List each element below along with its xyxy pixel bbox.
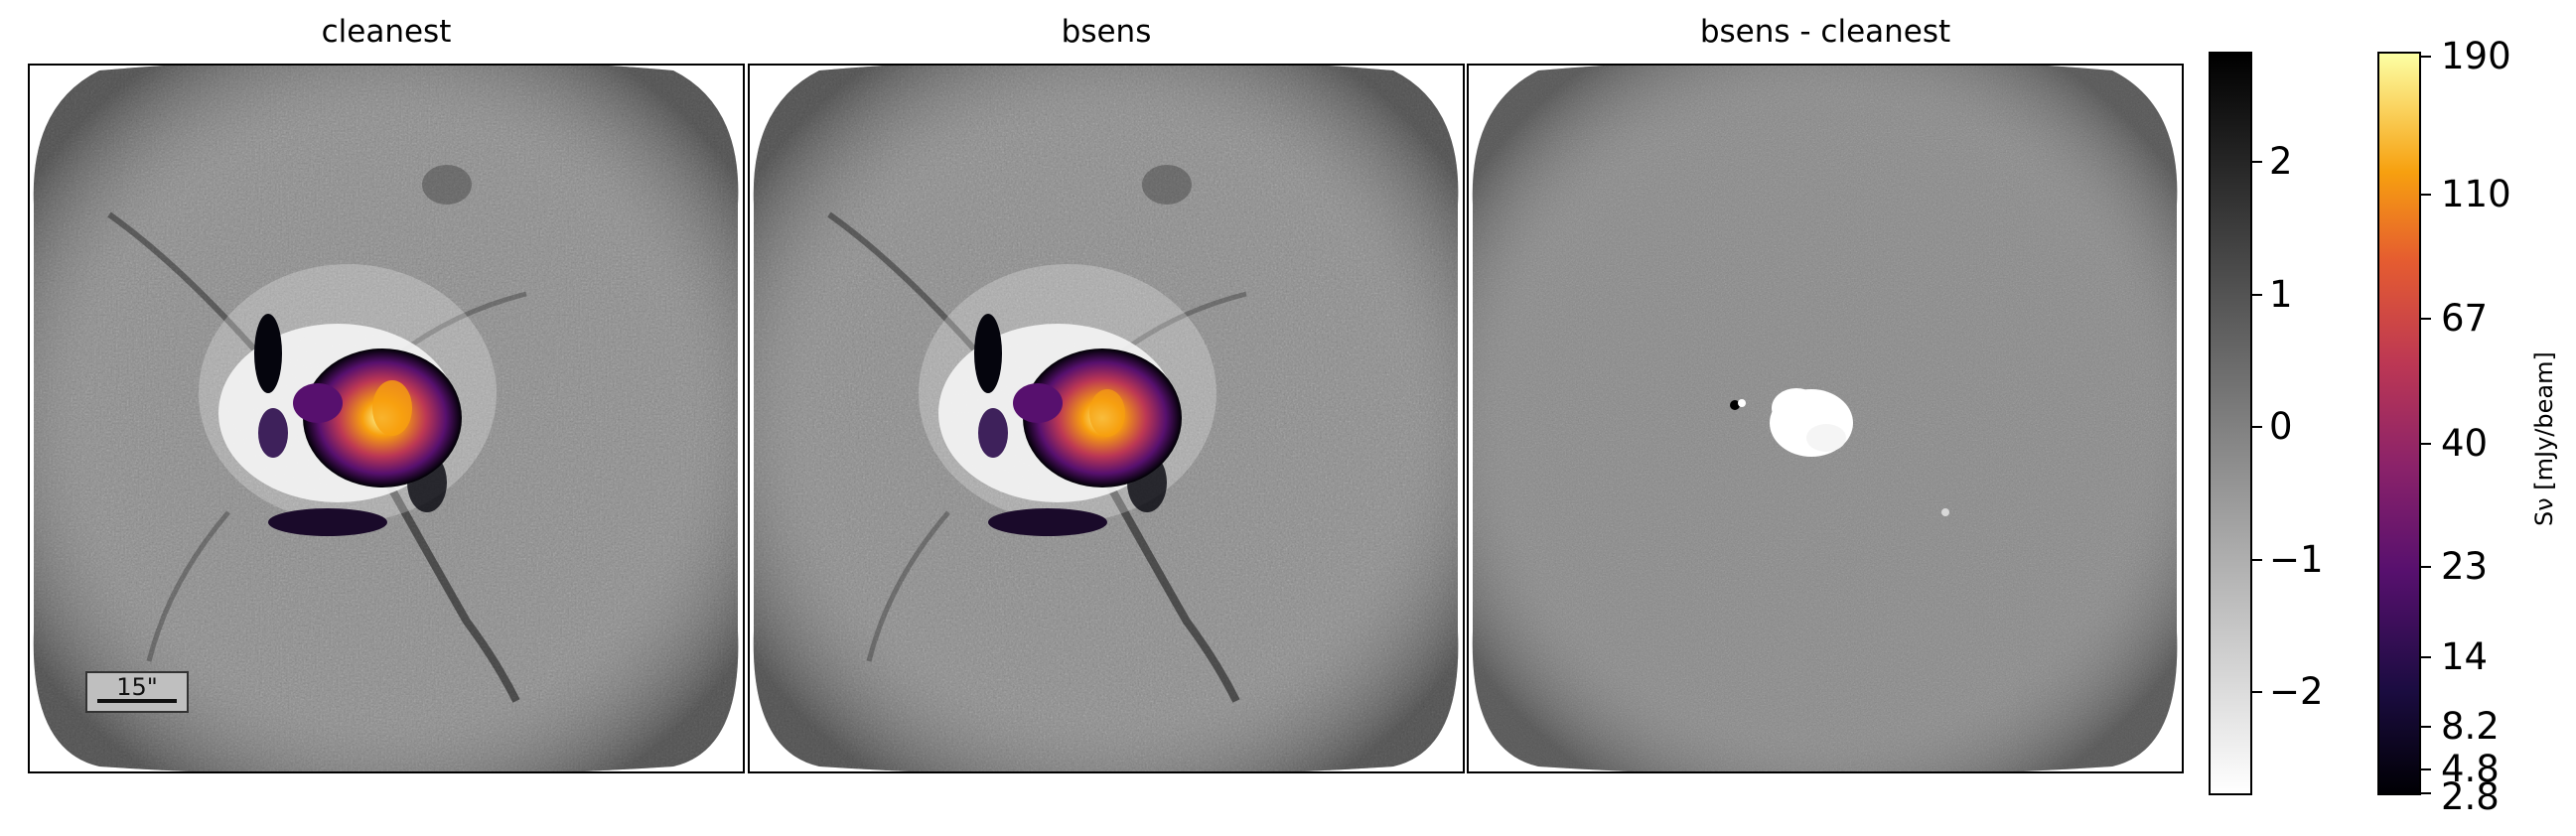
image-panel-difference [1467, 64, 2184, 773]
scale-bar-label: 15" [116, 673, 158, 701]
tick-mark [2252, 691, 2262, 693]
tick-mark [2421, 726, 2431, 728]
tick-mark [2421, 768, 2431, 770]
tick-mark [2252, 559, 2262, 561]
panel-title-bsens: bsens [1061, 14, 1152, 50]
colorbar-difference-tick-4: −2 [2269, 670, 2324, 713]
image-panel-cleanest: 15" [28, 64, 745, 773]
colorbar-flux-tick-6: 8.2 [2441, 705, 2500, 748]
colorbar-flux [2377, 52, 2421, 795]
colorbar-flux-tick-2: 67 [2441, 297, 2489, 340]
tick-mark [2421, 318, 2431, 320]
image-difference [1472, 66, 2178, 771]
image-panel-bsens [748, 64, 1465, 773]
colorbar-flux-tick-3: 40 [2441, 422, 2489, 465]
tick-mark [2421, 792, 2431, 794]
colorbar-difference-tick-2: 0 [2269, 405, 2293, 448]
colorbar-flux-tick-0: 190 [2441, 35, 2511, 77]
colorbar-flux-tick-1: 110 [2441, 173, 2511, 215]
colorbar-flux-tick-8: 2.8 [2441, 775, 2500, 818]
panel-title-cleanest: cleanest [321, 14, 452, 50]
tick-mark [2421, 443, 2431, 445]
panel-title-difference: bsens - cleanest [1699, 14, 1951, 50]
colorbar-flux-label: Sν [mJy/beam] [2530, 351, 2558, 526]
colorbar-flux-tick-7: 4.8 [2441, 748, 2500, 790]
tick-mark [2252, 426, 2262, 428]
image-cleanest [33, 66, 739, 771]
tick-mark [2421, 56, 2431, 58]
colorbar-flux-tick-4: 23 [2441, 545, 2489, 588]
scale-bar-line [97, 699, 177, 703]
tick-mark [2421, 566, 2431, 568]
tick-mark [2421, 194, 2431, 196]
image-bsens [753, 66, 1459, 771]
colorbar-difference-tick-1: 1 [2269, 273, 2293, 316]
tick-mark [2252, 161, 2262, 163]
tick-mark [2421, 656, 2431, 658]
colorbar-flux-tick-5: 14 [2441, 635, 2489, 678]
tick-mark [2252, 294, 2262, 296]
colorbar-difference [2209, 52, 2252, 795]
scale-bar: 15" [85, 671, 189, 713]
colorbar-difference-tick-3: −1 [2269, 538, 2324, 581]
colorbar-difference-tick-0: 2 [2269, 140, 2293, 183]
